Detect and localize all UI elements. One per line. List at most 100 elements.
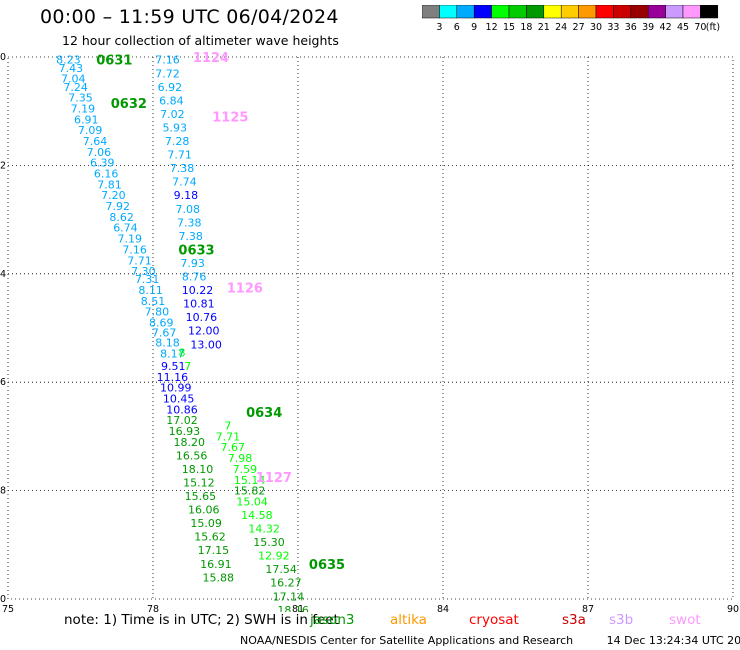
color-scale-legend: 3 6 9 12 15 18 21 24 27 30 33 36 39 42 45 70 (ft) xyxy=(422,5,720,33)
wave-height-point: 15.82 xyxy=(234,485,266,498)
colorbar-tick-label: 3 xyxy=(436,22,442,33)
wave-height-point: 15.65 xyxy=(185,490,217,503)
wave-height-point: 18.16 xyxy=(277,604,309,612)
plot-frame xyxy=(7,56,734,600)
y-tick-label: -26 xyxy=(0,377,6,388)
wave-height-point: 15.88 xyxy=(203,571,235,584)
legend-jason3: jason3 xyxy=(310,612,355,628)
y-tick-label: -28 xyxy=(0,486,6,497)
wave-height-point: 7.59 xyxy=(233,463,258,476)
wave-height-point: 7.02 xyxy=(160,108,185,121)
wave-height-point: 10.45 xyxy=(163,392,195,405)
wave-height-point: 7.71 xyxy=(127,254,152,267)
wave-height-point: 7.08 xyxy=(176,203,201,216)
wave-height-point: 7.93 xyxy=(180,257,205,270)
pass-time-label: 1125 xyxy=(212,111,248,126)
wave-height-point: 7.24 xyxy=(63,81,88,94)
colorbar-tick-label: 30 xyxy=(590,22,602,33)
wave-height-point: 10.86 xyxy=(166,403,198,416)
y-tick-label: -22 xyxy=(0,160,6,171)
pass-time-label: 0634 xyxy=(246,406,282,421)
wave-height-point: 10.76 xyxy=(186,311,218,324)
wave-height-point: 7.67 xyxy=(221,441,246,454)
wave-height-point: 16.56 xyxy=(176,449,208,462)
wave-height-point: 18.20 xyxy=(174,436,206,449)
wave-height-point: 7.92 xyxy=(105,200,130,213)
footer-credit: NOAA/NESDIS Center for Satellite Applica… xyxy=(240,634,740,647)
x-tick-label: 87 xyxy=(582,604,594,612)
wave-height-point: 17.02 xyxy=(166,414,198,427)
wave-height-plot: 757881848790-20-22-24-26-28-308.237.437.… xyxy=(0,51,739,612)
wave-height-point: 14.58 xyxy=(241,509,273,522)
wave-height-point: 7.81 xyxy=(97,178,122,191)
wave-height-point: 8.17 xyxy=(160,347,185,360)
legend-row: note: 1) Time is in UTC; 2) SWH is in fe… xyxy=(0,610,740,632)
wave-height-point: 8.23 xyxy=(56,54,81,67)
colorbar-unit: (ft) xyxy=(706,22,720,33)
wave-height-point: 8 xyxy=(179,346,186,359)
wave-height-point: 7.71 xyxy=(216,430,241,443)
wave-height-point: 16.06 xyxy=(188,504,220,517)
wave-height-point: 5.93 xyxy=(163,121,188,134)
wave-height-point: 10.22 xyxy=(182,284,214,297)
wave-height-point: 8.76 xyxy=(182,271,207,284)
wave-height-point: 17.15 xyxy=(198,544,230,557)
wave-height-point: 7.16 xyxy=(122,243,147,256)
wave-height-point: 7.38 xyxy=(177,216,202,229)
wave-height-point: 13.00 xyxy=(190,338,222,351)
colorbar-tick-label: 21 xyxy=(538,22,550,33)
credit-text: NOAA/NESDIS Center for Satellite Applica… xyxy=(240,634,574,647)
wave-height-point: 15.30 xyxy=(253,536,285,549)
x-tick-label: 78 xyxy=(147,604,159,612)
x-tick-label: 75 xyxy=(2,604,14,612)
wave-height-point: 7.80 xyxy=(145,306,170,319)
y-tick-label: -30 xyxy=(0,594,6,605)
legend-s3b: s3b xyxy=(609,612,634,628)
colorbar-tick-label: 27 xyxy=(573,22,585,33)
colorbar-tick-label: 39 xyxy=(642,22,654,33)
wave-height-point: 7 xyxy=(184,360,191,373)
wave-height-point: 10.81 xyxy=(183,298,215,311)
legend-swot: swot xyxy=(669,612,701,628)
x-tick-label: 90 xyxy=(727,604,739,612)
colorbar-tick-label: 24 xyxy=(555,22,567,33)
colorbar-tick-label: 33 xyxy=(607,22,619,33)
wave-height-point: 7.98 xyxy=(228,452,253,465)
colorbar-tick-label: 15 xyxy=(503,22,515,33)
wave-height-point: 16.93 xyxy=(169,425,201,438)
wave-height-point: 15.12 xyxy=(183,476,215,489)
wave-height-point: 6.16 xyxy=(94,168,119,181)
x-tick-label: 84 xyxy=(437,604,449,612)
wave-height-point: 17.54 xyxy=(265,563,297,576)
legend-cryosat: cryosat xyxy=(469,612,519,628)
wave-height-point: 7.28 xyxy=(165,135,190,148)
wave-height-point: 7.72 xyxy=(155,67,180,80)
chart-title: 00:00 – 11:59 UTC 06/04/2024 xyxy=(40,6,339,28)
wave-height-point: 7.67 xyxy=(152,326,177,339)
pass-time-label: 1124 xyxy=(193,51,229,66)
wave-height-point: 7.64 xyxy=(83,135,108,148)
y-tick-label: -24 xyxy=(0,269,6,280)
wave-height-point: 6.84 xyxy=(159,94,184,107)
colorbar-tick-label: 45 xyxy=(677,22,689,33)
pass-time-label: 0631 xyxy=(96,54,132,69)
wave-height-point: 16.27 xyxy=(270,577,302,590)
wave-height-point: 7.19 xyxy=(71,102,96,115)
wave-height-point: 9.18 xyxy=(174,189,199,202)
colorbar-tick-label: 70 xyxy=(694,22,706,33)
timestamp: 14 Dec 13:24:34 UTC 2024 xyxy=(606,634,740,647)
pass-time-label: 0632 xyxy=(111,97,147,112)
wave-height-point: 8.69 xyxy=(149,317,174,330)
colorbar-tick-label: 12 xyxy=(486,22,498,33)
wave-height-point: 17.14 xyxy=(273,590,305,603)
wave-height-point: 6.92 xyxy=(158,81,183,94)
colorbar-tick-label: 18 xyxy=(520,22,532,33)
pass-time-label: 1126 xyxy=(227,281,263,296)
wave-height-point: 15.04 xyxy=(236,495,268,508)
y-tick-label: -20 xyxy=(0,52,6,63)
wave-height-point: 8.11 xyxy=(138,284,163,297)
legend-s3a: s3a xyxy=(562,612,586,628)
wave-height-point: 7.31 xyxy=(135,273,160,286)
colorbar-tick-label: 6 xyxy=(454,22,460,33)
wave-height-point: 8.18 xyxy=(155,337,180,350)
